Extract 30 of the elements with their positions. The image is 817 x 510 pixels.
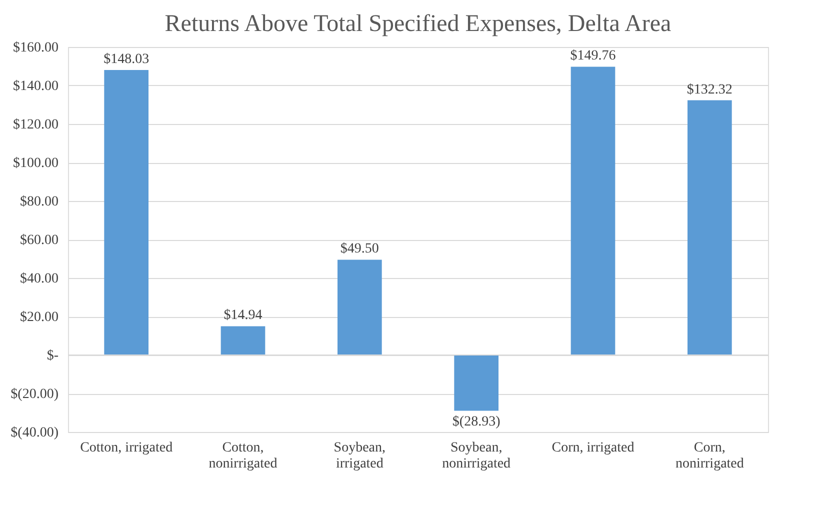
y-tick-label: $- [46, 348, 59, 364]
y-tick-label: $40.00 [20, 272, 58, 286]
y-tick-label: $100.00 [13, 156, 58, 171]
x-tick-label: Soybean, nonirrigated [442, 440, 511, 472]
y-tick-label: $120.00 [13, 118, 58, 132]
y-tick-label: $(40.00) [10, 426, 59, 440]
data-label: $132.32 [686, 82, 732, 98]
data-label: $49.50 [340, 242, 379, 257]
chart-title: Returns Above Total Specified Expenses, Delta Area [164, 11, 672, 37]
y-tick-label: $160.00 [13, 40, 58, 56]
data-label: $148.03 [104, 52, 150, 68]
x-tick-label: Corn, irrigated [552, 440, 634, 456]
x-tick-label: Corn, nonirrigated [675, 440, 744, 472]
bar [454, 355, 498, 411]
bar [688, 100, 732, 355]
data-label: $149.76 [570, 48, 616, 64]
data-label: $(28.93) [452, 414, 501, 430]
bar [104, 70, 148, 355]
y-tick-label: $80.00 [20, 194, 58, 210]
y-tick-label: $20.00 [20, 310, 58, 325]
data-label: $14.94 [224, 308, 262, 324]
y-tick-label: $60.00 [20, 233, 58, 248]
bar [570, 66, 616, 355]
y-tick-label: $(20.00) [10, 387, 59, 402]
x-tick-label: Cotton, nonirrigated [208, 440, 278, 472]
x-tick-label: Soybean, irrigated [334, 440, 386, 472]
bar [338, 260, 382, 355]
bar [220, 326, 266, 355]
y-tick-label: $140.00 [13, 79, 58, 94]
x-tick-label: Cotton, irrigated [80, 440, 173, 456]
